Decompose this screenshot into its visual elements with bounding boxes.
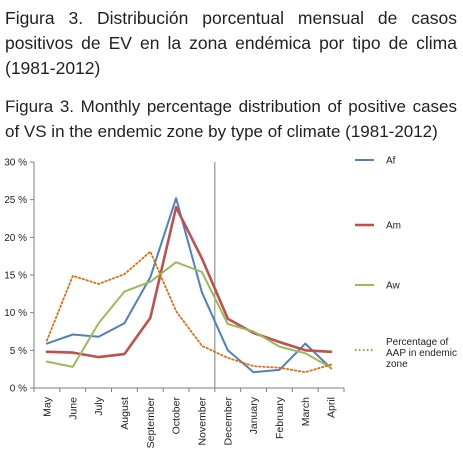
x-tick-label: April [326, 397, 338, 418]
y-tick-label: 15 % [4, 271, 27, 282]
x-tick-label: March [300, 397, 312, 426]
y-tick-label: 20 % [4, 233, 27, 244]
legend-label: Aw [386, 281, 400, 292]
line-chart: 0 % 5 % 10 % 15 % 20 % 25 % 30 % May June July Aug… [4, 156, 457, 449]
series-line-am [45, 205, 333, 359]
figure-title-spanish: Figura 3. Distribución porcentual mensua… [5, 8, 457, 78]
series-line-percentage-of-aap-in-endemic-zone [46, 250, 333, 374]
x-tick-label: June [67, 397, 79, 420]
legend-label: Am [386, 221, 401, 232]
x-tick-label: February [274, 396, 286, 439]
series-line-af [45, 197, 333, 374]
x-tick-label: August [119, 397, 131, 430]
y-tick-label: 25 % [4, 195, 27, 206]
series-line-aw [45, 261, 333, 369]
figure-title-english: Figura 3. Monthly percentage distributio… [5, 97, 457, 141]
legend-label: Percentage of AAP in endemic zone [386, 337, 457, 370]
y-tick-label: 0 % [10, 384, 27, 395]
y-tick-label: 5 % [10, 346, 27, 357]
x-tick-label: October [171, 397, 183, 435]
y-tick-label: 10 % [4, 308, 27, 319]
x-tick-label: July [93, 396, 105, 415]
y-tick-label: 30 % [4, 158, 27, 169]
legend-label: Af [386, 156, 396, 167]
x-tick-label: January [248, 396, 260, 434]
x-tick-label: May [41, 396, 53, 417]
x-tick-label: September [145, 397, 157, 449]
x-tick-label: November [196, 396, 208, 445]
x-tick-label: December [222, 396, 234, 445]
